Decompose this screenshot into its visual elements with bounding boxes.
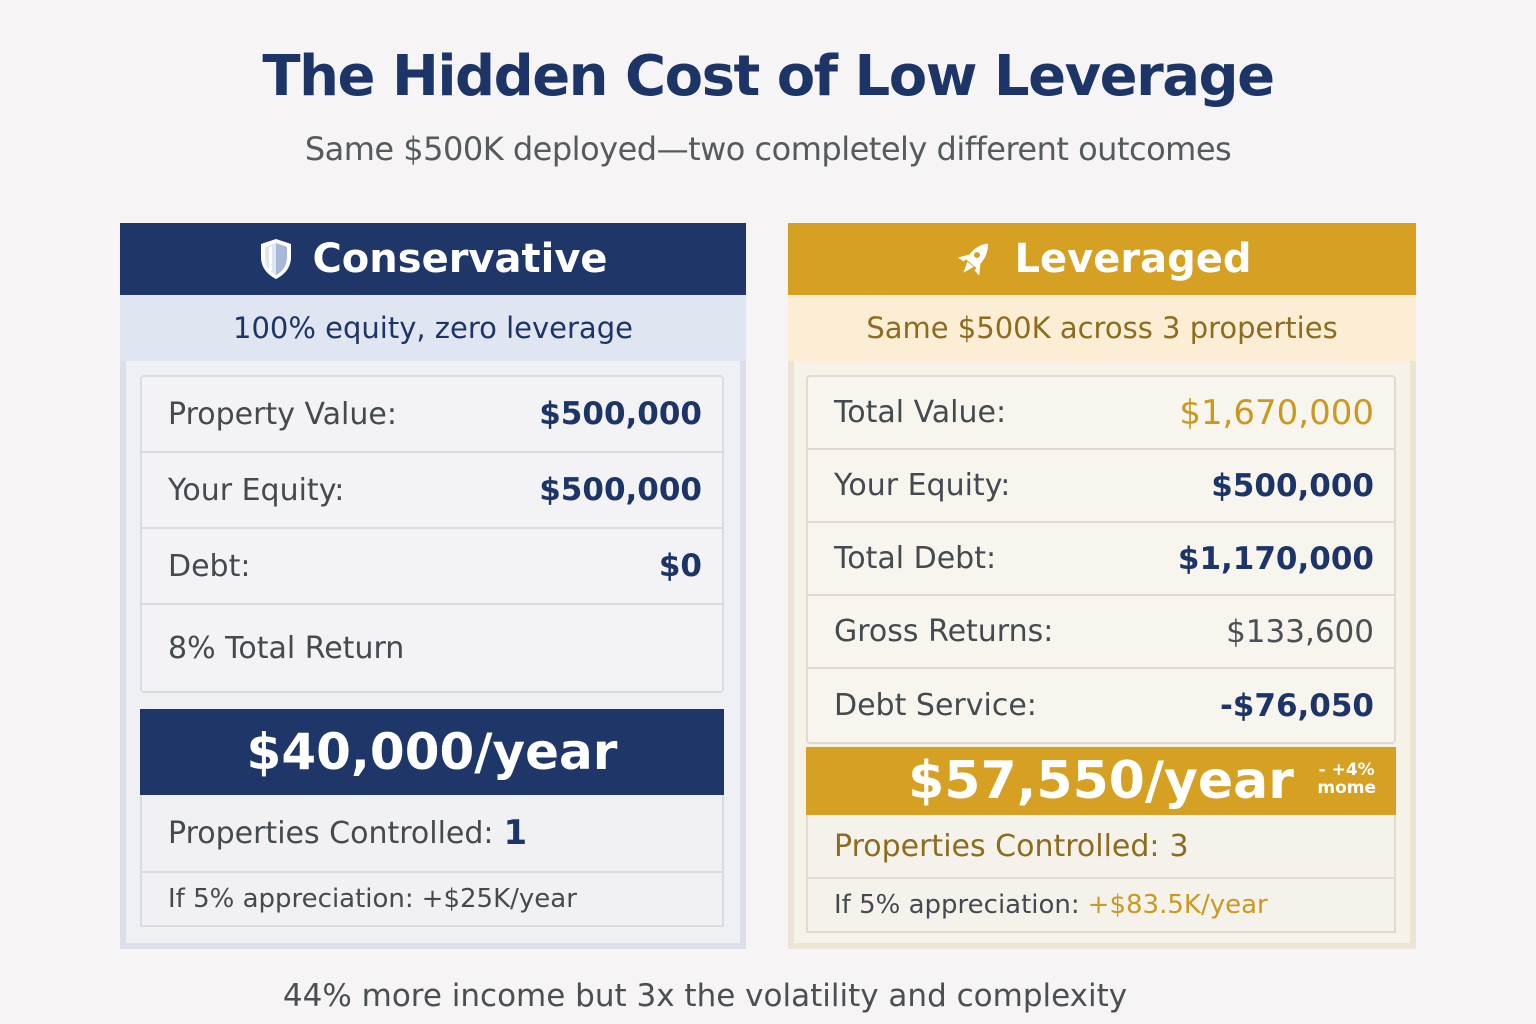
leveraged-panel: Leveraged Same $500K across 3 properties… [788,223,1416,949]
leveraged-title: Leveraged [1014,236,1252,282]
properties-label: Properties Controlled: [834,828,1160,864]
detail-row: Gross Returns: $133,600 [808,596,1394,669]
detail-row: Total Value: $1,670,000 [808,377,1394,450]
properties-count: 1 [503,813,528,853]
detail-row: Your Equity: $500,000 [142,453,722,529]
income-note-line1: - +4% [1318,760,1375,780]
detail-row: 8% Total Return [142,605,722,691]
summary-footnote: 44% more income but 3x the volatility an… [282,978,1128,1014]
leveraged-header: Leveraged [788,223,1416,295]
row-label: Property Value: [168,396,397,432]
appreciation-row: If 5% appreciation: +$25K/year [142,873,722,925]
conservative-panel: Conservative 100% equity, zero leverage … [120,223,746,949]
row-value: -$76,050 [1219,687,1374,724]
conservative-details-card: Property Value: $500,000 Your Equity: $5… [140,375,724,693]
leveraged-details-card: Total Value: $1,670,000 Your Equity: $50… [806,375,1396,744]
page-title: The Hidden Cost of Low Leverage [262,44,1275,109]
row-label: Your Equity: [834,468,1011,503]
leveraged-annual-income: $57,550/year - +4% mome [806,747,1396,815]
row-label: Total Value: [834,395,1007,430]
appreciation-row: If 5% appreciation: +$83.5K/year [808,879,1394,931]
detail-row: Property Value: $500,000 [142,377,722,453]
row-value: $500,000 [1211,467,1374,504]
row-value: $1,170,000 [1177,540,1374,577]
detail-row: Your Equity: $500,000 [808,450,1394,523]
row-label: Debt: [168,548,251,584]
row-value: $500,000 [539,396,702,432]
shield-icon [258,237,294,281]
appreciation-label: If 5% appreciation: [834,890,1080,920]
income-note-line2: mome [1317,778,1376,798]
detail-row: Debt: $0 [142,529,722,605]
conservative-subtitle: 100% equity, zero leverage [120,295,746,361]
properties-label: Properties Controlled: [168,815,494,851]
leveraged-footer-card: Properties Controlled: 3 If 5% appreciat… [806,815,1396,933]
row-value: $133,600 [1226,613,1374,650]
leveraged-subtitle: Same $500K across 3 properties [788,295,1416,361]
row-label: Gross Returns: [834,614,1054,649]
conservative-header: Conservative [120,223,746,295]
conservative-title: Conservative [312,236,608,282]
appreciation-value: +$83.5K/year [1087,890,1268,920]
row-value: $1,670,000 [1179,392,1374,433]
row-label: Your Equity: [168,472,345,508]
rocket-icon [953,237,997,281]
row-value: $500,000 [539,472,702,508]
properties-controlled: Properties Controlled: 1 [142,795,722,873]
row-label: Total Debt: [834,541,997,576]
page-subtitle: Same $500K deployed—two completely diffe… [304,130,1232,168]
income-note: - +4% mome [1317,761,1376,797]
detail-row: Debt Service: -$76,050 [808,669,1394,742]
row-label: 8% Total Return [168,630,405,666]
properties-count: 3 [1169,828,1189,864]
conservative-footer-card: Properties Controlled: 1 If 5% appreciat… [140,795,724,927]
row-label: Debt Service: [834,688,1037,723]
leveraged-result: $57,550/year [908,751,1294,811]
appreciation-value: +$25K/year [421,884,577,914]
conservative-annual-income: $40,000/year [140,709,724,795]
properties-controlled: Properties Controlled: 3 [808,815,1394,879]
row-value: $0 [658,548,702,584]
appreciation-label: If 5% appreciation: [168,884,414,914]
detail-row: Total Debt: $1,170,000 [808,523,1394,596]
